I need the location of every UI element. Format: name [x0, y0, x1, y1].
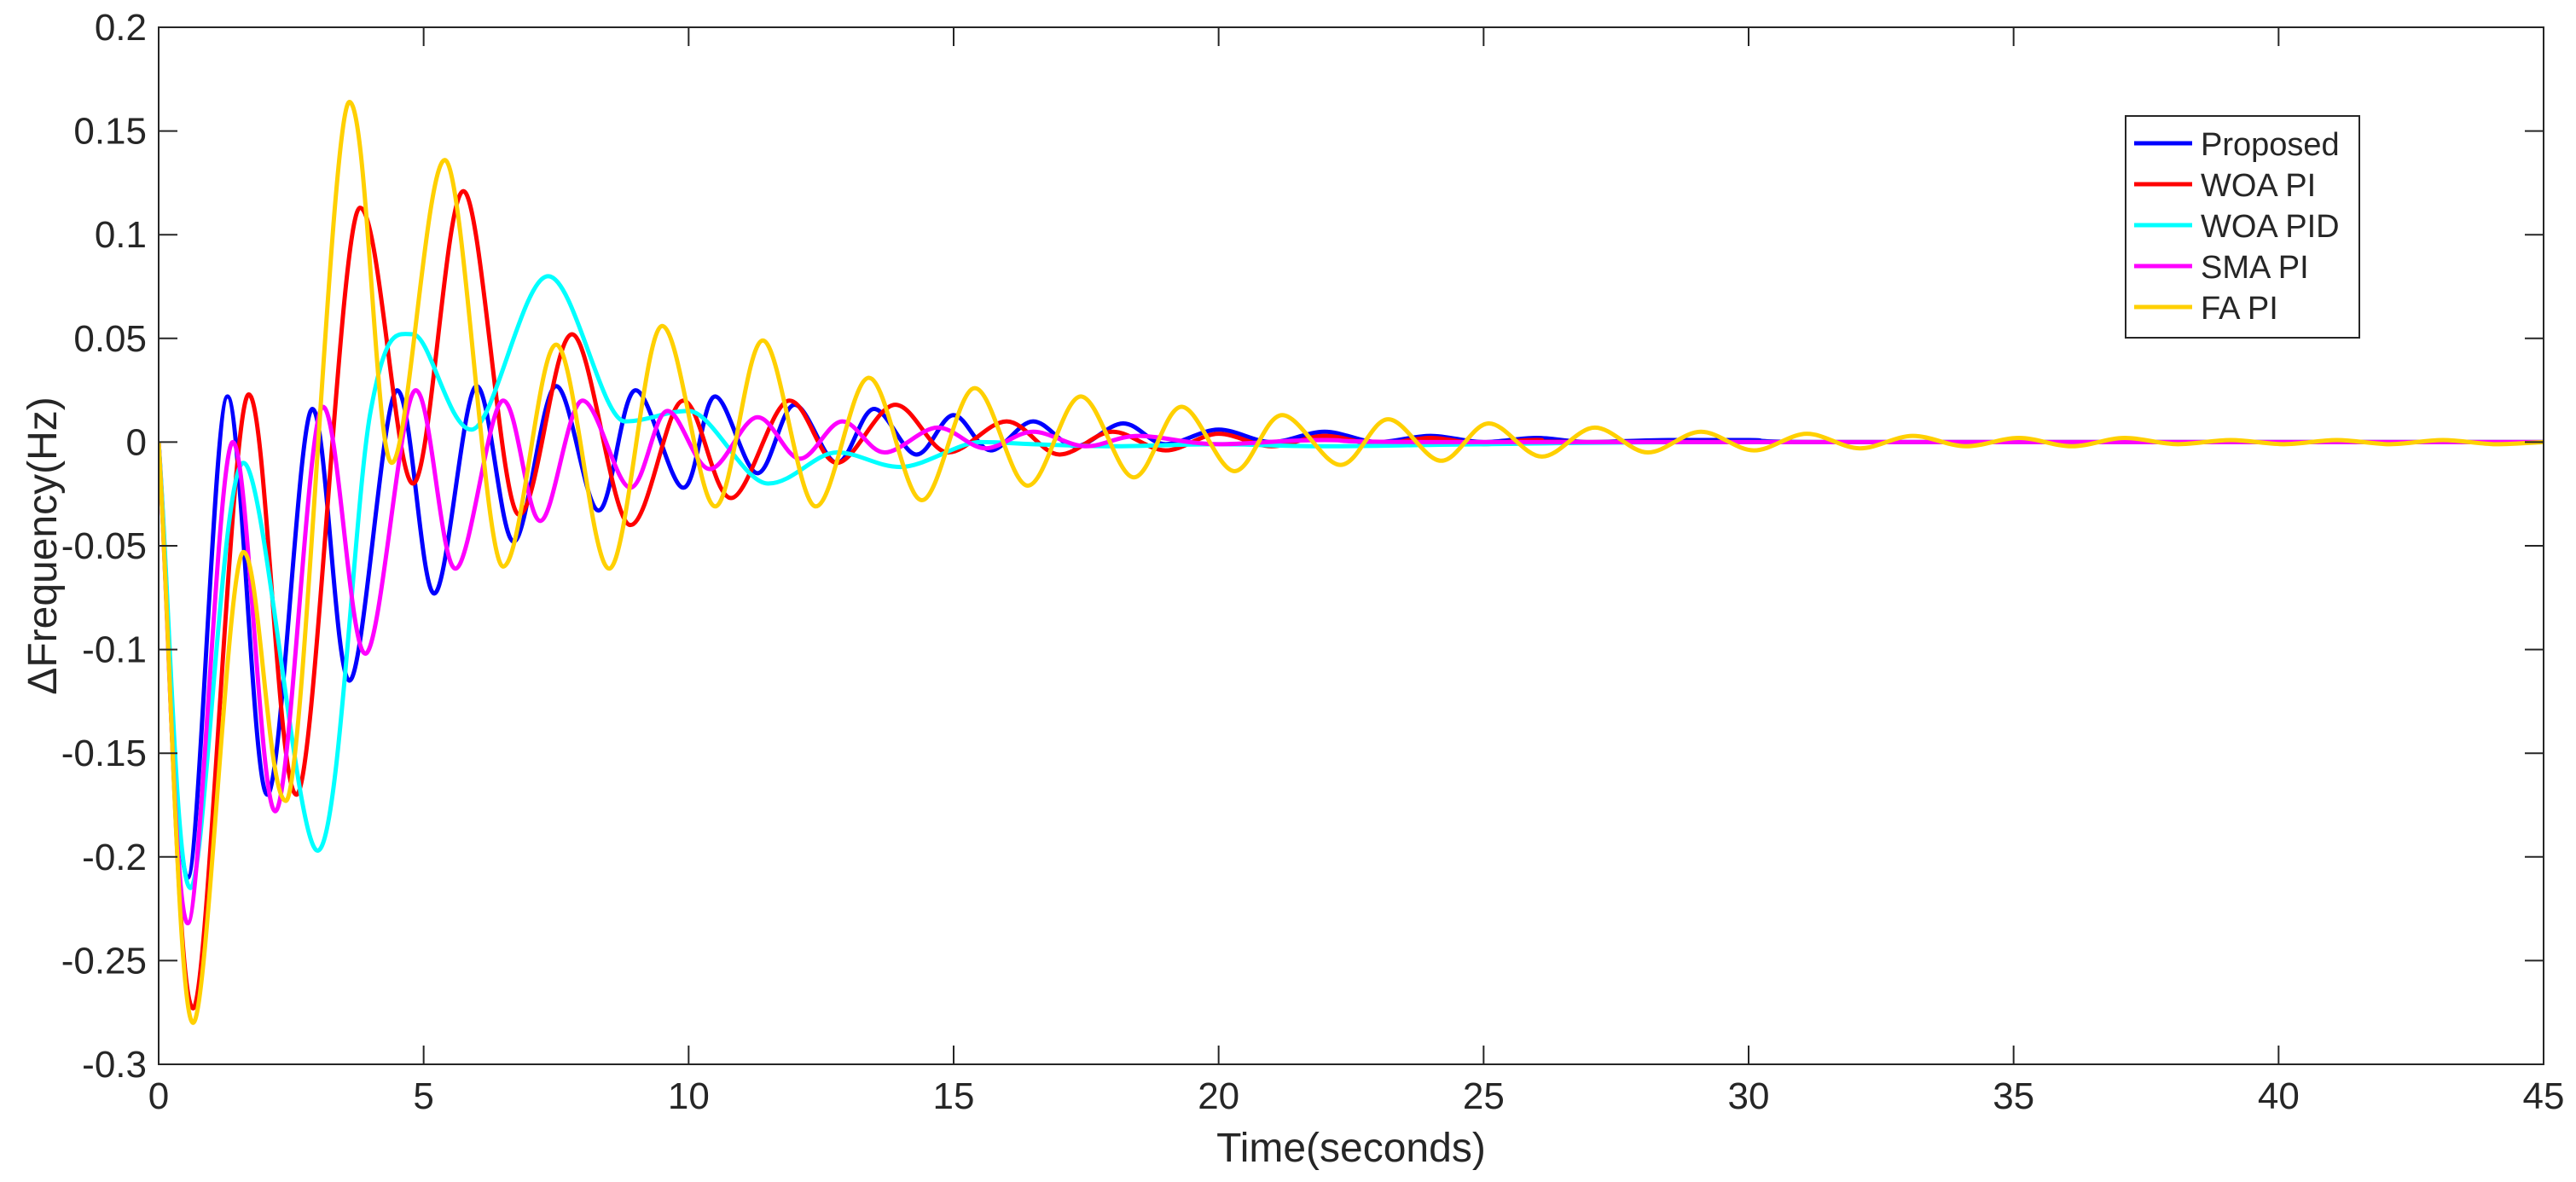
y-tick-label: 0.15 — [73, 111, 147, 153]
series-line-sma-pi — [159, 388, 2544, 926]
y-tick-label: -0.3 — [82, 1044, 147, 1086]
x-tick-label: 45 — [2523, 1075, 2565, 1117]
y-tick-label: -0.25 — [61, 940, 147, 982]
tick-layer: 0 5 10 15 20 25 30 35 40 45 -0.3 -0.25 -0.2 -0.15 -0.1… — [61, 7, 2565, 1117]
y-tick-label: 0.05 — [73, 318, 147, 360]
y-tick-label: 0 — [126, 421, 147, 463]
y-tick-label: -0.05 — [61, 525, 147, 567]
x-tick-label: 5 — [413, 1075, 433, 1117]
legend-label-woa-pi: WOA PI — [2201, 168, 2316, 204]
x-tick-label: 0 — [148, 1075, 169, 1117]
x-tick-label: 35 — [1993, 1075, 2034, 1117]
y-tick-label: 0.1 — [95, 214, 147, 256]
legend-label-proposed: Proposed — [2201, 127, 2340, 163]
series-line-fa-pi — [159, 100, 2544, 1025]
x-axis-label: Time(seconds) — [1216, 1126, 1486, 1171]
legend: Proposed WOA PI WOA PID SMA PI FA PI — [2125, 115, 2360, 339]
legend-label-sma-pi: SMA PI — [2201, 250, 2309, 286]
x-tick-label: 20 — [1198, 1075, 1239, 1117]
legend-label-fa-pi: FA PI — [2201, 291, 2278, 327]
y-tick-label: 0.2 — [95, 7, 147, 49]
y-tick-label: -0.1 — [82, 629, 147, 671]
x-tick-label: 15 — [933, 1075, 975, 1117]
y-axis-label: ΔFrequency(Hz) — [20, 397, 66, 694]
x-tick-label: 40 — [2258, 1075, 2300, 1117]
legend-label-woa-pid: WOA PID — [2201, 209, 2340, 245]
y-tick-label: -0.15 — [61, 733, 147, 774]
series-layer — [159, 100, 2544, 1025]
x-tick-label: 10 — [668, 1075, 710, 1117]
y-tick-label: -0.2 — [82, 837, 147, 878]
x-tick-label: 25 — [1463, 1075, 1505, 1117]
x-tick-label: 30 — [1728, 1075, 1770, 1117]
